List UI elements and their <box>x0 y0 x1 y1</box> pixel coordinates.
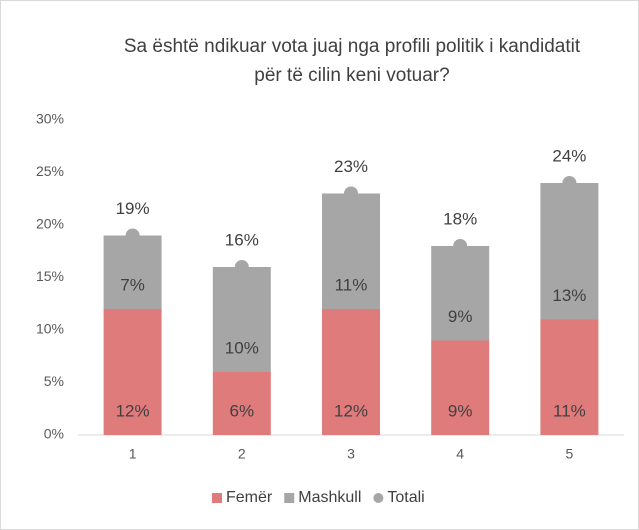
bar-segment <box>212 267 271 372</box>
legend-label: Femër <box>226 489 273 506</box>
bar-segment <box>322 193 380 309</box>
legend-swatch <box>212 493 222 503</box>
bar-segment <box>431 340 490 435</box>
data-label: 11% <box>335 275 368 294</box>
total-dot <box>234 260 249 274</box>
legend-swatch <box>373 493 384 503</box>
x-tick-label: 1 <box>129 446 137 462</box>
total-dot <box>344 186 358 201</box>
y-tick-label: 5% <box>44 373 64 389</box>
bar-segment <box>540 319 599 435</box>
chart-title: Sa është ndikuar vota juaj nga profili p… <box>123 36 581 86</box>
data-label: 9% <box>448 401 473 420</box>
bar-segment <box>103 235 162 309</box>
bar-segment <box>322 309 380 435</box>
x-tick-label: 3 <box>347 446 355 462</box>
y-tick-label: 30% <box>36 111 64 127</box>
data-label: 12% <box>334 401 368 420</box>
legend-swatch <box>284 493 295 503</box>
data-label: 13% <box>552 286 586 305</box>
data-label: 10% <box>225 338 259 357</box>
data-label: 7% <box>120 275 145 294</box>
total-dot <box>562 176 577 190</box>
x-tick-label: 5 <box>566 446 574 462</box>
x-tick-label: 2 <box>238 446 246 462</box>
legend-label: Totali <box>387 489 424 506</box>
legend-label: Mashkull <box>298 489 361 506</box>
y-tick-label: 25% <box>36 163 64 179</box>
data-label: 9% <box>448 307 473 326</box>
bar-segment <box>103 309 162 435</box>
data-label: 18% <box>443 209 477 228</box>
data-label: 16% <box>225 230 259 249</box>
bar-segment <box>212 372 271 435</box>
y-tick-label: 0% <box>44 426 64 442</box>
data-label: 6% <box>230 401 255 420</box>
data-label: 19% <box>116 199 150 218</box>
y-tick-label: 15% <box>36 268 64 284</box>
data-label: 11% <box>553 401 586 420</box>
data-label: 24% <box>552 146 586 165</box>
y-tick-label: 10% <box>36 321 64 337</box>
y-tick-label: 20% <box>36 216 64 232</box>
total-dot <box>453 239 468 253</box>
total-dot <box>125 228 140 243</box>
data-label: 12% <box>116 401 150 420</box>
bar-segment <box>540 183 599 320</box>
data-label: 23% <box>334 157 368 176</box>
x-tick-label: 4 <box>456 446 464 462</box>
bar-segment <box>431 246 490 341</box>
